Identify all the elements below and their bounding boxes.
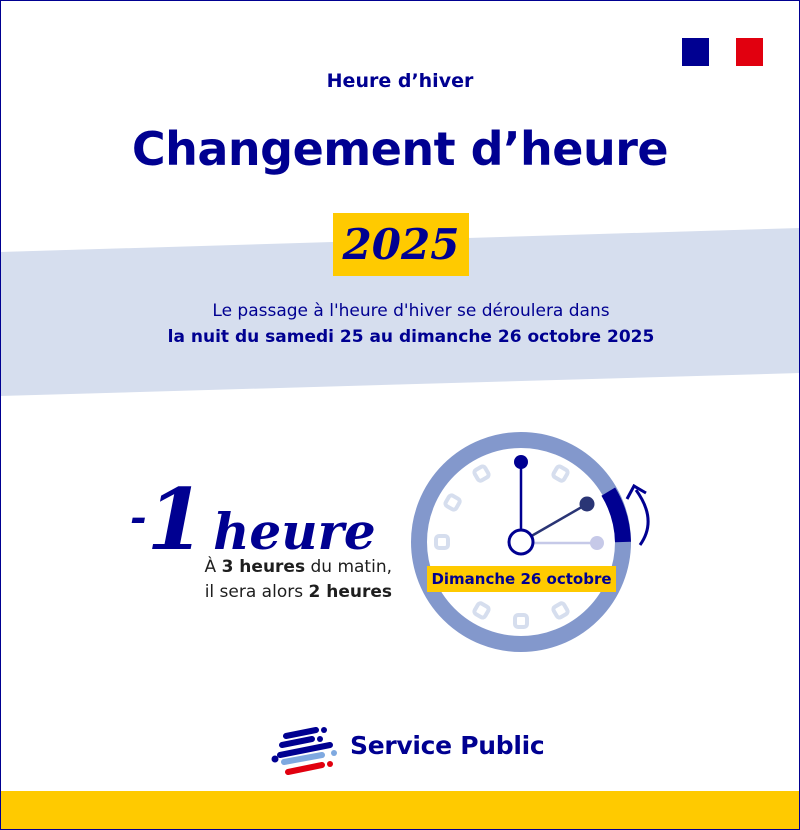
detail-text: À	[204, 557, 222, 577]
hour-marker	[472, 601, 491, 620]
page-title: Changement d’heure	[131, 122, 669, 176]
minus-sign: -	[130, 494, 147, 541]
hour-marker	[443, 493, 462, 512]
intro-text: Le passage à l'heure d'hiver se dérouler…	[0, 298, 800, 350]
rewind-arrow-icon	[634, 489, 650, 546]
change-unit: heure	[213, 502, 376, 561]
marianne-flag-logo	[682, 38, 763, 66]
detail-bold: 3 heures	[221, 557, 306, 577]
service-public-logo	[271, 727, 337, 775]
hour-marker	[472, 464, 491, 483]
brand-name: Service Public	[350, 731, 545, 760]
kicker: Heure d’hiver	[326, 70, 474, 92]
time-change-headline: -1 heure	[130, 470, 376, 569]
hour-marker	[513, 613, 529, 629]
footer-bar	[0, 791, 800, 830]
hour-marker	[551, 601, 570, 620]
year-badge: 2025	[333, 213, 469, 276]
change-amount: 1	[146, 470, 206, 569]
hour-marker	[551, 464, 570, 483]
detail-text: il sera alors	[204, 582, 309, 602]
intro-line-2: la nuit du samedi 25 au dimanche 26 octo…	[167, 327, 655, 347]
intro-line-1: Le passage à l'heure d'hiver se dérouler…	[212, 301, 610, 321]
elapsed-arc	[601, 487, 631, 543]
clock-icon	[411, 432, 650, 652]
detail-text: du matin,	[305, 557, 392, 577]
change-detail: À 3 heures du matin, il sera alors 2 heu…	[130, 555, 392, 605]
date-label: Dimanche 26 octobre	[427, 566, 616, 592]
detail-bold: 2 heures	[308, 582, 392, 602]
clock-center	[507, 528, 535, 556]
hour-marker	[434, 534, 450, 550]
